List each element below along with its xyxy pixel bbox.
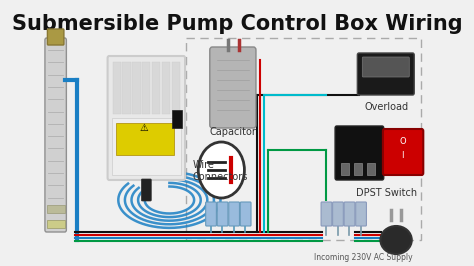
Bar (162, 62, 170, 114)
Bar (132, 62, 141, 114)
Text: DPST Switch: DPST Switch (356, 188, 417, 198)
FancyBboxPatch shape (47, 29, 64, 45)
FancyBboxPatch shape (217, 202, 228, 226)
Bar (122, 62, 131, 114)
Text: Submersible Pump Control Box Wiring: Submersible Pump Control Box Wiring (12, 14, 462, 34)
Text: Incoming 230V AC Supply: Incoming 230V AC Supply (314, 253, 412, 262)
FancyBboxPatch shape (362, 57, 409, 77)
FancyBboxPatch shape (357, 53, 414, 95)
Bar (116, 123, 173, 155)
FancyBboxPatch shape (206, 202, 217, 226)
FancyBboxPatch shape (383, 129, 423, 175)
FancyBboxPatch shape (141, 179, 151, 201)
Bar (354, 163, 362, 175)
Bar (46, 205, 65, 213)
Bar (112, 118, 181, 175)
Circle shape (198, 142, 245, 198)
Bar (172, 110, 182, 128)
Bar (367, 163, 375, 175)
Text: Capacitor: Capacitor (210, 127, 256, 137)
Text: O: O (400, 137, 406, 146)
FancyBboxPatch shape (335, 126, 384, 180)
Text: ⚠: ⚠ (139, 123, 148, 133)
FancyBboxPatch shape (229, 202, 239, 226)
Text: I: I (401, 151, 404, 160)
FancyBboxPatch shape (108, 56, 185, 180)
Ellipse shape (381, 226, 412, 254)
FancyBboxPatch shape (356, 202, 366, 226)
FancyBboxPatch shape (240, 202, 251, 226)
Bar (341, 163, 349, 175)
Bar (46, 220, 65, 228)
FancyBboxPatch shape (45, 38, 66, 232)
Bar (152, 62, 160, 114)
FancyBboxPatch shape (321, 202, 332, 226)
Bar (142, 62, 150, 114)
FancyBboxPatch shape (210, 47, 256, 128)
Bar (172, 62, 180, 114)
Text: Wire
Connectors: Wire Connectors (192, 160, 248, 182)
Bar (112, 62, 121, 114)
FancyBboxPatch shape (344, 202, 355, 226)
Text: Overload: Overload (364, 102, 408, 112)
FancyBboxPatch shape (333, 202, 343, 226)
